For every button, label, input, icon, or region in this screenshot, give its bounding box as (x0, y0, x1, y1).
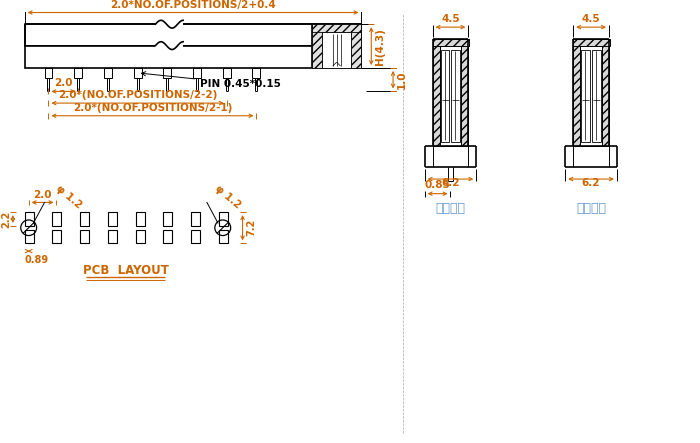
Bar (580, 46, 602, 146)
Bar (104, 68, 112, 78)
Bar (219, 230, 228, 243)
Text: 2.0: 2.0 (34, 190, 52, 199)
Bar (136, 212, 144, 226)
Bar (253, 68, 260, 78)
Text: 2.0*NO.OF.POSITIONS/2+0.4: 2.0*NO.OF.POSITIONS/2+0.4 (110, 0, 276, 10)
Text: 7.2: 7.2 (246, 219, 256, 237)
Bar (440, 50, 449, 142)
Bar (163, 230, 172, 243)
Text: PCB  LAYOUT: PCB LAYOUT (83, 264, 169, 277)
Text: 0.85: 0.85 (425, 180, 451, 190)
Bar (52, 212, 62, 226)
Bar (219, 212, 228, 226)
Bar (74, 68, 82, 78)
Bar (25, 230, 34, 243)
Bar (573, 39, 580, 146)
Bar (602, 39, 609, 146)
Text: 4.5: 4.5 (441, 14, 460, 24)
Bar (592, 50, 601, 142)
Bar (191, 230, 200, 243)
Bar (433, 39, 469, 46)
Text: 1.0: 1.0 (397, 70, 407, 89)
Bar (80, 230, 89, 243)
Bar (452, 50, 461, 142)
Bar (223, 68, 231, 78)
Text: 6.2: 6.2 (582, 178, 601, 188)
Bar (312, 24, 322, 68)
Text: 2.0*(NO.OF.POSITIONS/2-1): 2.0*(NO.OF.POSITIONS/2-1) (73, 103, 232, 113)
Bar (193, 68, 201, 78)
Bar (191, 212, 200, 226)
Text: 6.2: 6.2 (441, 178, 460, 188)
Bar (108, 230, 117, 243)
Bar (351, 24, 361, 68)
Text: 帶定位柱: 帶定位柱 (435, 202, 466, 215)
Text: PIN 0.45*0.15: PIN 0.45*0.15 (141, 72, 281, 89)
Bar (440, 46, 461, 146)
Bar (25, 46, 361, 68)
Bar (163, 212, 172, 226)
Bar (80, 212, 89, 226)
Bar (433, 39, 440, 146)
Text: 2.2: 2.2 (1, 210, 11, 228)
Bar (25, 212, 34, 226)
Bar (322, 32, 351, 68)
Text: 0.89: 0.89 (25, 255, 49, 265)
Text: 2.0: 2.0 (54, 78, 73, 89)
Bar (163, 68, 172, 78)
Text: 无定位柱: 无定位柱 (576, 202, 606, 215)
Bar (134, 68, 141, 78)
Bar (312, 24, 361, 32)
Text: φ 1.2: φ 1.2 (55, 183, 84, 210)
Text: φ 1.2: φ 1.2 (213, 183, 242, 210)
Bar (573, 39, 610, 46)
Bar (45, 68, 52, 78)
Bar (581, 50, 590, 142)
Text: 4.5: 4.5 (582, 14, 601, 24)
Bar (136, 230, 144, 243)
Bar (52, 230, 62, 243)
Text: 2.0*(NO.OF.POSITIONS/2-2): 2.0*(NO.OF.POSITIONS/2-2) (58, 90, 217, 100)
Bar (461, 39, 468, 146)
Bar (155, 23, 183, 47)
Text: H(4.3): H(4.3) (375, 27, 385, 65)
Bar (108, 212, 117, 226)
Bar (25, 24, 361, 46)
